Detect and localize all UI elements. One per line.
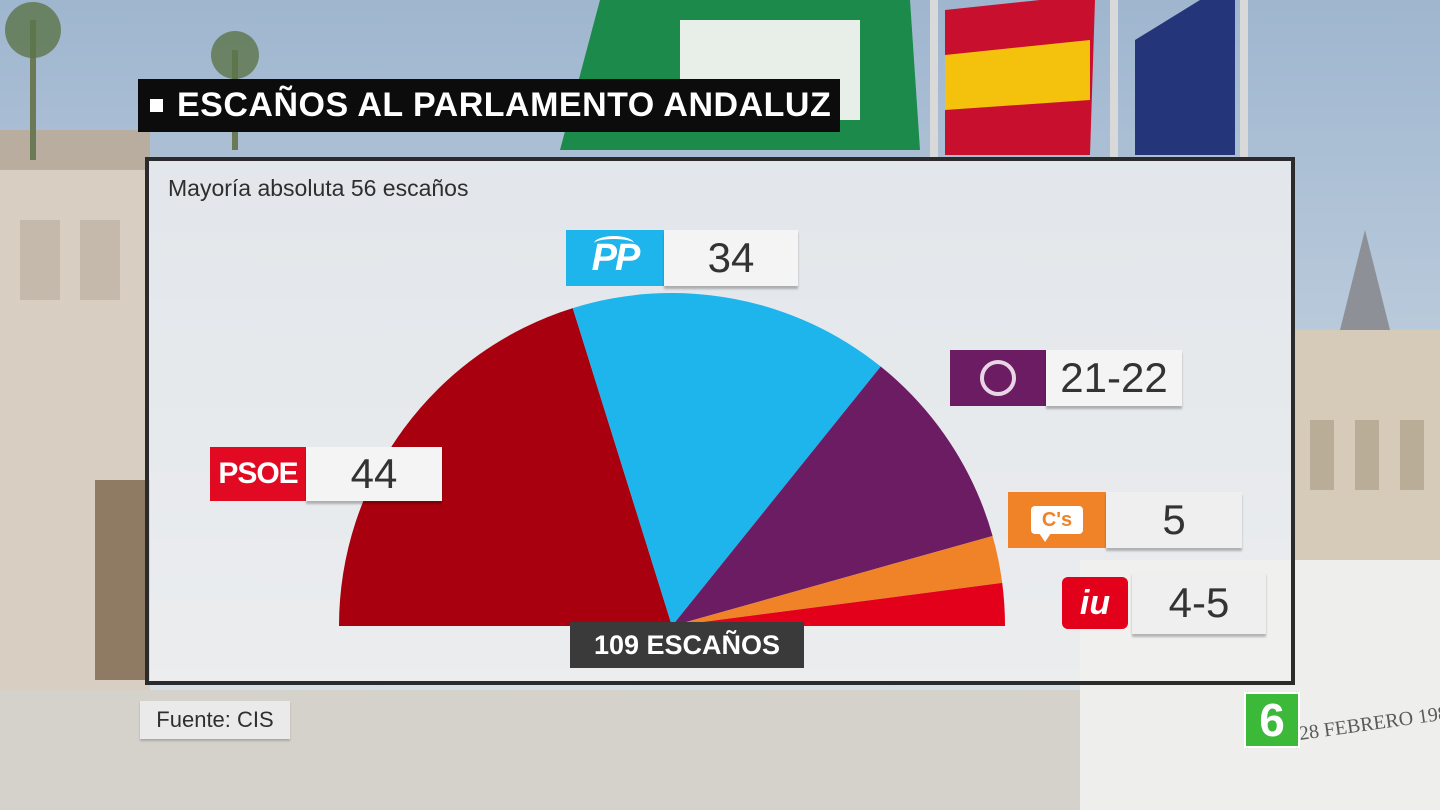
psoe-logo: PSOE	[210, 447, 306, 501]
circle-icon	[980, 360, 1016, 396]
cs-logo: C's	[1008, 492, 1106, 548]
cs-seats-label: 5	[1106, 492, 1242, 548]
psoe-seats-label: 44	[306, 447, 442, 501]
title-bullet-icon	[150, 99, 163, 112]
pp-seats-label: 34	[664, 230, 798, 286]
pp-logo: PP	[566, 230, 664, 286]
slice-podemos	[672, 366, 993, 626]
source-label: Fuente: CIS	[140, 701, 290, 739]
chart-subtitle: Mayoría absoluta 56 escaños	[168, 175, 469, 201]
iu-logo: iu	[1058, 572, 1132, 634]
slice-cs	[672, 535, 1003, 626]
iu-logo-mark: iu	[1062, 577, 1128, 629]
slice-psoe	[339, 308, 672, 626]
total-seats-label: 109 ESCAÑOS	[570, 622, 804, 668]
channel-logo: 6	[1244, 692, 1300, 748]
slice-iu	[672, 582, 1005, 626]
cs-speech-bubble-icon: C's	[1031, 506, 1083, 542]
title-bar: ESCAÑOS AL PARLAMENTO ANDALUZ	[138, 79, 840, 132]
chart-title: ESCAÑOS AL PARLAMENTO ANDALUZ	[177, 86, 832, 124]
slice-pp	[572, 293, 881, 626]
pp-bird-icon	[594, 236, 634, 251]
iu-seats-label: 4-5	[1132, 572, 1266, 634]
podemos-logo	[950, 350, 1046, 406]
podemos-seats-label: 21-22	[1046, 350, 1182, 406]
